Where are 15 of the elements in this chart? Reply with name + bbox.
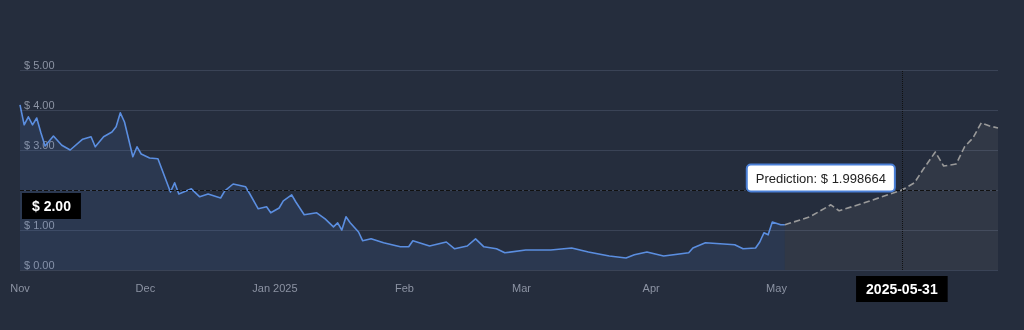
y-tick-label: $ 3.00 xyxy=(24,138,55,151)
y-tick-label: $ 5.00 xyxy=(24,58,55,71)
x-tick-label: Mar xyxy=(512,281,532,294)
x-tick-label: Jan 2025 xyxy=(252,281,298,294)
x-tick-label: Dec xyxy=(135,281,156,294)
annotation: Prediction: $ 1.998664 xyxy=(755,170,886,186)
x-tick-label: Nov xyxy=(10,281,31,294)
ref-line-label: $ 2.00 xyxy=(32,198,72,214)
y-tick-label: $ 1.00 xyxy=(24,218,55,231)
y-tick-label: $ 4.00 xyxy=(24,98,55,111)
x-tick-label: May xyxy=(766,281,788,294)
x-tick-label: Apr xyxy=(642,281,660,294)
y-tick-label: $ 0.00 xyxy=(24,258,55,271)
ref-line-label: 2025-05-31 xyxy=(866,281,938,297)
x-tick-label: Feb xyxy=(395,281,414,294)
